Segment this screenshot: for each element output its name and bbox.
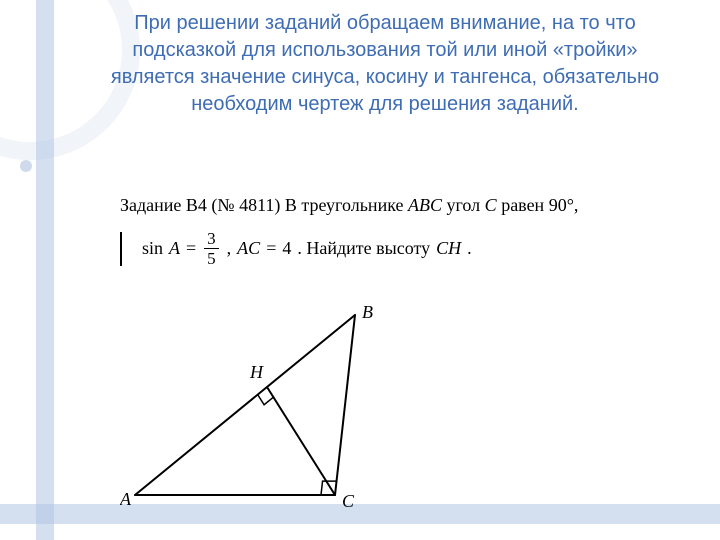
period2: . [467,238,472,259]
side-label: AC [237,238,260,259]
height-label: CH [436,238,461,259]
task-block: Задание В4 (№ 4811) В треугольнике ABC у… [120,195,660,267]
angle-letter: C [485,195,497,215]
fraction: 3 5 [204,230,219,267]
task-mid2: равен [501,195,544,215]
sin-var: A [169,238,180,259]
sin-label: sin [142,238,163,259]
slide-root: При решении заданий обращаем внимание, н… [0,0,720,540]
text-cursor-icon [120,232,122,266]
bg-dot [20,160,32,172]
eq-sign: = [186,238,196,259]
triangle-diagram: A B C H [120,300,400,510]
side-val: 4 [282,238,291,259]
task-line-2: sin A = 3 5 , AC = 4 . Найдите высоту CH . [120,230,660,267]
bg-vertical-bar [36,0,54,540]
fraction-den: 5 [204,249,219,267]
task-prefix: Задание В4 (№ 4811) В треугольнике [120,195,403,215]
svg-text:B: B [362,302,373,322]
svg-text:H: H [249,362,264,382]
triangle-svg: A B C H [120,300,400,510]
comma2: , [227,238,232,259]
svg-text:A: A [120,489,132,509]
task-mid1: угол [446,195,480,215]
fraction-num: 3 [204,230,219,248]
svg-text:C: C [342,491,355,510]
angle-value: 90° [549,195,574,215]
eq2: = [266,238,276,259]
task-line-1: Задание В4 (№ 4811) В треугольнике ABC у… [120,195,660,216]
slide-heading: При решении заданий обращаем внимание, н… [100,10,670,118]
task-find: . Найдите высоту [297,238,430,259]
comma1: , [574,195,579,215]
triangle-name: ABC [408,195,442,215]
